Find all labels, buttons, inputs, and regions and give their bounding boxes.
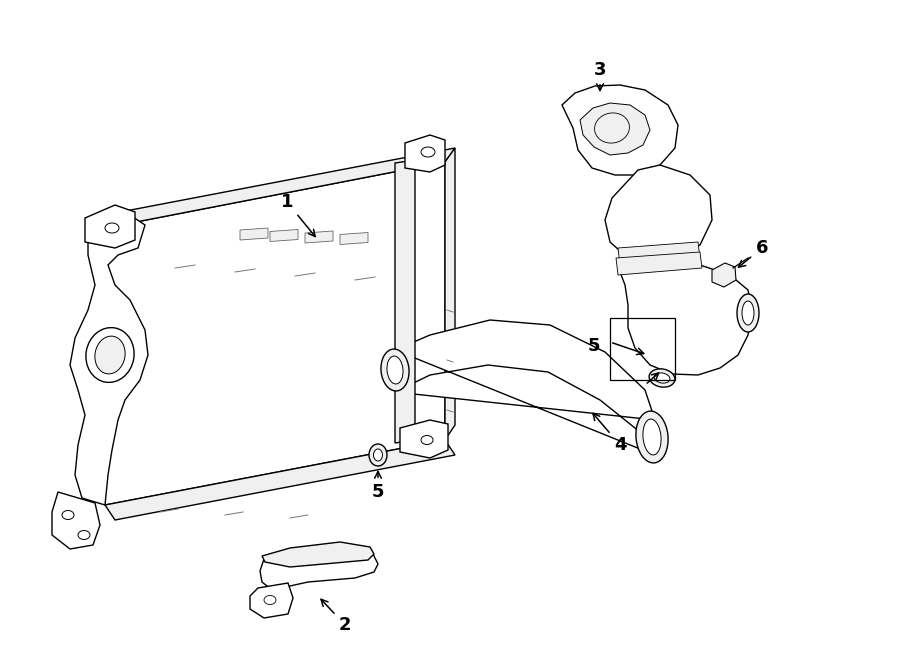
Polygon shape	[52, 492, 100, 549]
Ellipse shape	[105, 223, 119, 233]
Polygon shape	[262, 542, 374, 567]
Text: 4: 4	[593, 413, 626, 454]
Polygon shape	[395, 320, 655, 455]
Ellipse shape	[264, 596, 276, 605]
Text: 1: 1	[281, 193, 315, 237]
Ellipse shape	[649, 369, 675, 387]
Polygon shape	[605, 165, 712, 262]
Polygon shape	[250, 583, 293, 618]
Polygon shape	[620, 265, 752, 375]
Polygon shape	[105, 162, 445, 505]
Ellipse shape	[369, 444, 387, 466]
Ellipse shape	[374, 449, 382, 461]
Text: 5: 5	[372, 471, 384, 501]
Text: 5: 5	[588, 337, 600, 355]
Text: 3: 3	[594, 61, 607, 91]
Bar	[610, 318, 675, 380]
Polygon shape	[70, 215, 148, 505]
Polygon shape	[616, 252, 702, 275]
Polygon shape	[405, 135, 445, 172]
Ellipse shape	[742, 301, 754, 325]
Ellipse shape	[636, 411, 668, 463]
Polygon shape	[85, 205, 135, 248]
Polygon shape	[105, 148, 455, 228]
Ellipse shape	[421, 147, 435, 157]
Polygon shape	[105, 440, 455, 520]
Text: 6: 6	[739, 239, 769, 267]
Polygon shape	[712, 263, 736, 287]
Ellipse shape	[737, 294, 759, 332]
Polygon shape	[400, 420, 448, 458]
Ellipse shape	[94, 336, 125, 374]
Ellipse shape	[86, 328, 134, 383]
Ellipse shape	[421, 436, 433, 444]
Polygon shape	[240, 228, 268, 240]
Text: 2: 2	[321, 600, 351, 634]
Polygon shape	[270, 229, 298, 241]
Ellipse shape	[643, 419, 662, 455]
Polygon shape	[580, 103, 650, 155]
Polygon shape	[445, 148, 455, 440]
Polygon shape	[562, 85, 678, 175]
Ellipse shape	[654, 373, 670, 383]
Polygon shape	[305, 231, 333, 243]
Polygon shape	[618, 242, 700, 265]
Ellipse shape	[381, 349, 410, 391]
Ellipse shape	[387, 356, 403, 384]
Polygon shape	[340, 233, 368, 245]
Polygon shape	[260, 548, 378, 590]
Polygon shape	[395, 160, 415, 443]
Ellipse shape	[62, 510, 74, 520]
Ellipse shape	[78, 531, 90, 539]
